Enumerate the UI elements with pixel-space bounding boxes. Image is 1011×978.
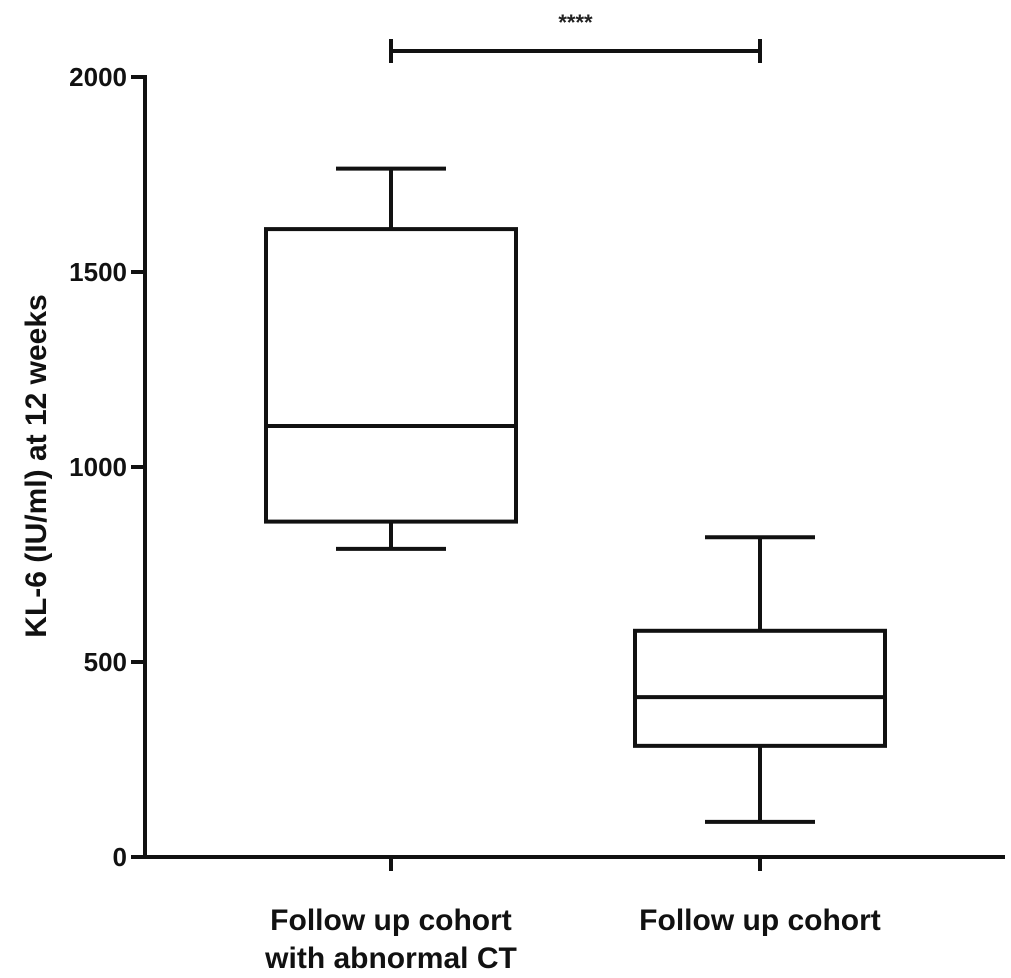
x-category-label: Follow up cohort xyxy=(639,904,881,937)
box-1 xyxy=(264,166,518,551)
y-tick-label: 1500 xyxy=(69,257,127,287)
y-tick-label: 2000 xyxy=(69,62,127,92)
y-tick-label: 0 xyxy=(113,842,127,872)
x-category-label: Follow up cohort xyxy=(270,904,512,937)
interquartile-box xyxy=(633,628,887,748)
interquartile-box xyxy=(264,227,518,524)
x-category-label: with abnormal CT xyxy=(264,942,517,975)
significance-annotation: **** xyxy=(389,10,762,63)
y-tick-label: 500 xyxy=(84,647,127,677)
y-axis-title: KL-6 (IU/ml) at 12 weeks xyxy=(20,294,53,637)
boxes xyxy=(264,166,887,824)
significance-label: **** xyxy=(558,10,593,35)
box-2 xyxy=(633,535,887,824)
y-tick-label: 1000 xyxy=(69,452,127,482)
axes: 0 500 1000 1500 2000 Follow up cohort with abn… xyxy=(69,62,1005,975)
